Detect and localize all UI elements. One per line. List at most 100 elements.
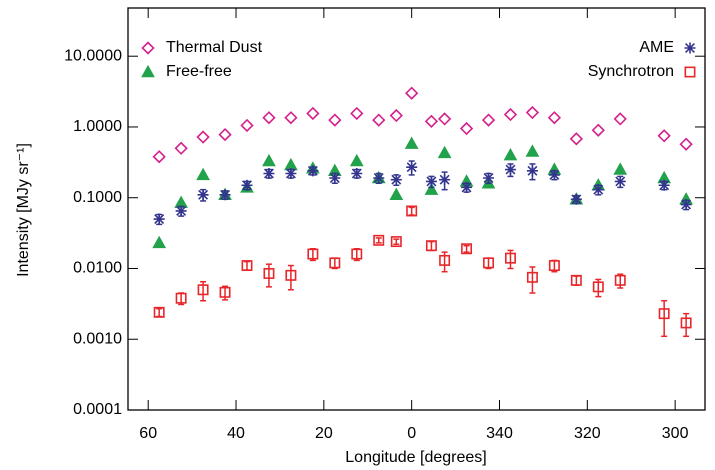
data-point [680,317,692,329]
data-point [591,123,605,137]
data-point [504,252,516,264]
data-point [404,136,419,149]
data-point [389,108,403,123]
data-point [425,175,437,187]
data-point [526,271,538,283]
legend-marker [141,64,155,78]
data-point [658,308,670,320]
data-point [483,172,495,184]
data-point [439,174,451,186]
data-point [285,167,297,179]
data-point [197,284,209,296]
data-point [263,167,275,179]
data-point [459,121,474,136]
data-point [329,257,341,269]
y-tick-label: 0.0010 [73,330,122,347]
x-axis-label: Longitude [degrees] [345,449,486,466]
data-point [548,260,560,272]
data-point [481,113,496,127]
data-point [240,118,254,133]
legend-marker [684,66,696,78]
y-tick-label: 1.0000 [73,118,122,135]
data-point [175,205,187,217]
data-point [197,189,209,201]
data-point [329,172,341,184]
data-point [592,184,604,196]
data-point [262,153,276,167]
data-point [547,111,562,125]
data-point [405,86,419,100]
data-point [525,105,540,120]
data-point [153,306,165,318]
data-point [406,161,418,173]
data-point [349,153,364,167]
legend-label: Free-free [166,63,232,80]
data-point [196,130,210,144]
data-point [351,167,363,179]
x-tick-label: 300 [662,425,689,442]
data-point [437,112,452,126]
data-point [241,260,253,272]
data-point [680,199,692,211]
data-point [424,182,439,195]
data-point [262,111,276,125]
x-tick-label: 320 [574,425,601,442]
x-tick-label: 0 [407,425,416,442]
data-point [219,286,231,298]
data-point [241,179,253,191]
data-point [390,236,402,248]
y-tick-label: 0.0001 [73,401,122,418]
data-point [570,274,582,286]
plot-frame [127,7,706,411]
legend-label: Synchrotron [588,63,674,80]
data-point [570,193,582,205]
data-point [263,268,275,279]
legend-marker [141,41,155,55]
data-point [372,113,386,127]
data-point [350,106,364,121]
data-point [307,248,319,260]
data-point [526,165,538,177]
data-point [483,257,494,269]
data-point [174,141,188,155]
legend-marker [684,42,696,54]
data-point [390,174,402,186]
data-point [461,243,473,255]
data-point [614,274,626,286]
data-point [218,127,232,142]
data-point [351,248,363,260]
data-point [437,145,452,159]
data-point [219,189,231,201]
data-point [504,164,516,176]
data-point [152,235,167,249]
y-tick-label: 0.0100 [73,260,122,277]
data-point [658,179,670,191]
y-tick-label: 10.0000 [64,47,122,64]
data-point [389,187,404,200]
x-tick-label: 20 [315,425,333,442]
legend-label: AME [639,39,674,56]
legend-label: Thermal Dust [166,39,263,56]
data-point [196,167,210,181]
data-point [592,281,604,293]
data-point [424,114,439,128]
y-axis-label: Intensity [MJy sr⁻¹] [15,143,32,277]
data-point [425,240,437,252]
data-point [657,129,671,143]
data-point [406,205,418,217]
data-point [175,292,187,304]
x-tick-label: 40 [227,425,245,442]
data-point [285,269,297,281]
data-point [503,147,518,161]
data-point [373,234,385,246]
data-point [461,181,473,193]
data-point [525,144,540,157]
data-point [152,150,166,164]
data-point [153,213,165,225]
data-point [614,175,626,187]
data-point [679,137,693,151]
data-point [548,169,560,181]
data-point [328,113,342,127]
data-point [307,165,319,177]
